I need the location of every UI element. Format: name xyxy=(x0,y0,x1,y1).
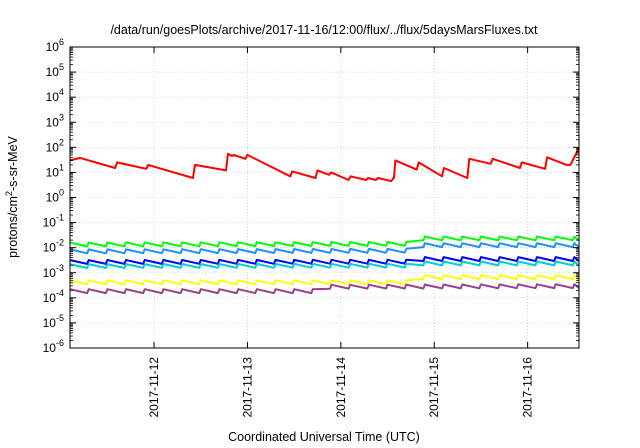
y-tick-label: 102 xyxy=(46,137,64,154)
x-tick-label: 2017-11-13 xyxy=(240,357,254,418)
y-tick-label: 10-2 xyxy=(43,238,64,255)
y-tick-label: 10-3 xyxy=(43,263,64,280)
y-tick-label: 10-5 xyxy=(43,313,64,330)
x-tick-label: 2017-11-16 xyxy=(521,357,535,418)
y-axis: 10-6 10-5 10-4 10-3 10-2 10-1 100 101 102 103 104 1… xyxy=(43,37,579,355)
y-tick-label: 101 xyxy=(46,162,64,179)
series-group xyxy=(69,147,580,295)
chart-title: /data/run/goesPlots/archive/2017-11-16/1… xyxy=(110,23,538,37)
y-axis-label: protons/cm2-s-sr-MeV xyxy=(4,135,20,257)
x-tick-label: 2017-11-12 xyxy=(147,357,161,418)
x-axis: 2017-11-12 2017-11-13 2017-11-14 2017-11-15… xyxy=(147,47,535,418)
series-line-3 xyxy=(69,242,580,255)
series-line-5 xyxy=(69,260,580,269)
grid xyxy=(70,47,579,348)
y-axis-label-rest: -s-sr-MeV xyxy=(6,135,20,191)
y-tick-label: 10-1 xyxy=(43,213,64,230)
y-tick-label: 10-4 xyxy=(43,288,64,305)
series-line-1 xyxy=(69,147,580,183)
x-tick-label: 2017-11-14 xyxy=(334,357,348,418)
series-line-4 xyxy=(69,256,580,265)
y-tick-label: 10-6 xyxy=(43,338,64,355)
series-line-6 xyxy=(69,274,580,286)
y-axis-label-sup: 2 xyxy=(4,191,14,196)
y-tick-label: 100 xyxy=(46,188,64,205)
x-axis-label: Coordinated Universal Time (UTC) xyxy=(228,430,420,444)
series-line-7 xyxy=(69,283,580,295)
x-tick-label: 2017-11-15 xyxy=(427,357,441,418)
y-tick-label: 104 xyxy=(46,87,64,104)
y-tick-label: 103 xyxy=(46,112,64,129)
y-axis-label-base: protons/cm xyxy=(6,196,20,258)
y-tick-label: 105 xyxy=(46,62,64,79)
series-line-2 xyxy=(69,235,580,248)
y-tick-label: 106 xyxy=(46,37,64,54)
